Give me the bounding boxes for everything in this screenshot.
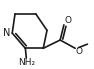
Text: O: O [64,16,71,25]
Text: N: N [3,28,11,38]
Text: O: O [75,47,82,56]
Text: NH₂: NH₂ [18,58,35,67]
